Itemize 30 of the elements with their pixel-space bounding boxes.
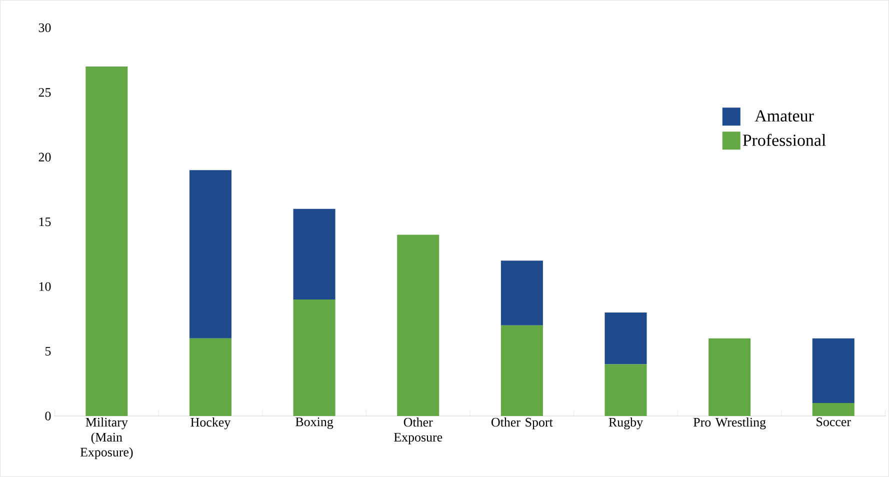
x-tick-label: Soccer	[816, 418, 851, 426]
bar	[604, 364, 647, 416]
y-tick-label: 30	[38, 23, 51, 32]
bar	[604, 312, 647, 364]
bar	[812, 338, 854, 404]
y-tick-label: 10	[39, 282, 51, 292]
y-tick-label: 20	[38, 152, 51, 162]
x-tick-label: Boxing	[296, 418, 334, 430]
y-tick-label: 25	[38, 88, 51, 97]
bar	[500, 326, 543, 416]
y-tick-label: 5	[45, 347, 51, 356]
bar	[189, 338, 232, 416]
y-tick-label: 0	[45, 412, 51, 420]
x-tick-label: Other Sport	[492, 418, 553, 430]
x-tick-label: Military (Main Exposure)	[80, 418, 133, 460]
bar	[708, 338, 751, 416]
legend-label: Professional	[742, 134, 826, 146]
bar	[293, 209, 336, 300]
bar	[189, 170, 232, 338]
y-tick-label: 15	[39, 218, 51, 226]
bar	[500, 260, 543, 326]
bar	[86, 66, 128, 416]
x-tick-label: Pro Wrestling	[693, 418, 766, 430]
bar	[812, 403, 854, 416]
x-tick-label: Hockey	[190, 418, 231, 430]
x-tick-label: Other Exposure	[394, 418, 442, 444]
legend-label: Amateur	[754, 110, 814, 122]
bar	[397, 234, 440, 416]
x-tick-label: Rugby	[608, 418, 643, 430]
bar	[293, 300, 336, 416]
